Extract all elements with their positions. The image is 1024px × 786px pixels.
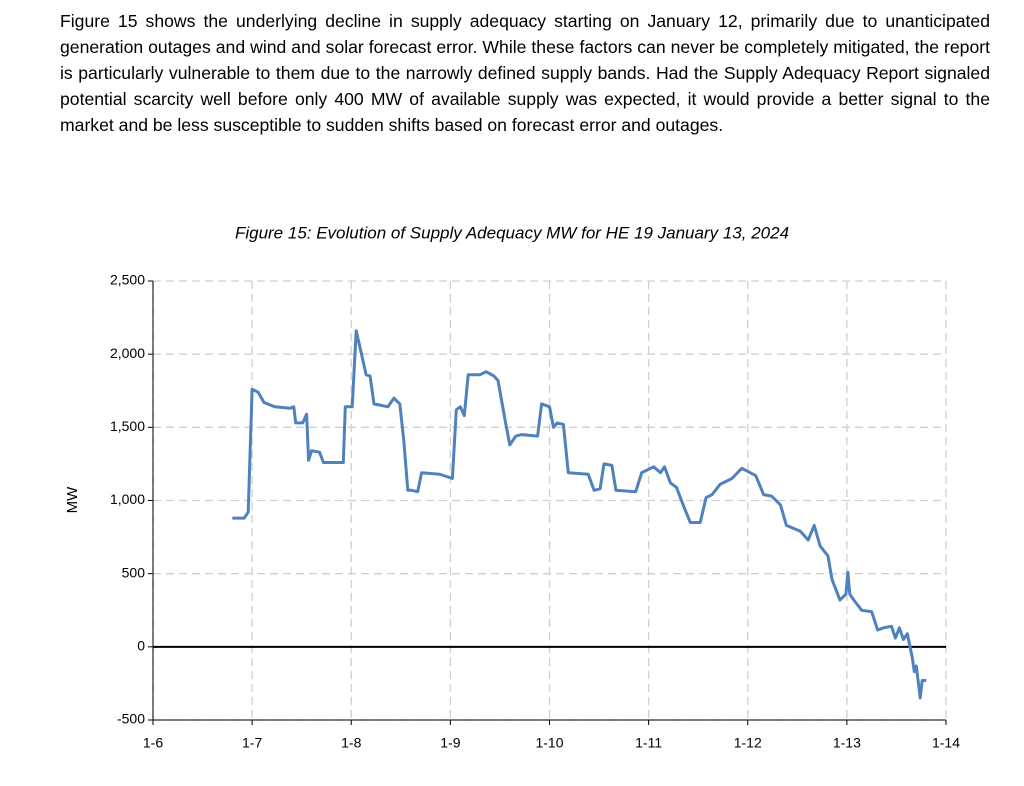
x-tick-label: 1-14 <box>932 735 960 751</box>
y-axis-label: MW <box>64 486 81 513</box>
x-tick-label: 1-7 <box>242 735 262 751</box>
x-tick-label: 1-10 <box>535 735 563 751</box>
y-tick-label: 2,500 <box>110 272 145 288</box>
y-tick-label: 500 <box>122 564 146 580</box>
x-tick-label: 1-12 <box>734 735 762 751</box>
x-tick-label: 1-13 <box>833 735 861 751</box>
x-tick-label: 1-8 <box>341 735 361 751</box>
paragraph: Figure 15 shows the underlying decline i… <box>60 11 990 135</box>
y-tick-label: 0 <box>137 638 145 654</box>
x-tick-label: 1-6 <box>143 735 163 751</box>
x-tick-label: 1-9 <box>440 735 460 751</box>
y-tick-label: 2,000 <box>110 345 145 361</box>
y-tick-label: 1,000 <box>110 491 145 507</box>
y-tick-label: 1,500 <box>110 418 145 434</box>
y-tick-label: -500 <box>117 711 145 727</box>
x-tick-label: 1-11 <box>635 735 662 751</box>
data-line <box>232 329 927 700</box>
chart-title: Figure 15: Evolution of Supply Adequacy … <box>235 223 789 242</box>
